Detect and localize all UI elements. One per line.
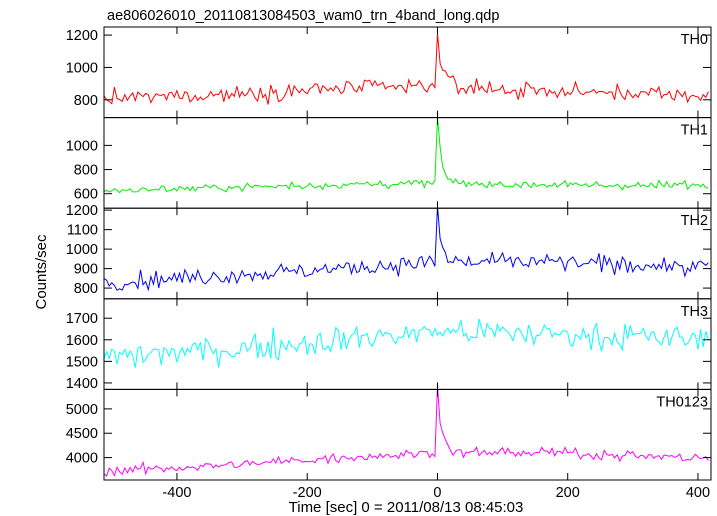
- panel-th3: 1400 1500 1600 1700 TH3: [66, 298, 712, 392]
- x-axis-label: Time [sec] 0 = 2011/08/13 08:45:03: [289, 499, 524, 516]
- y-tick-label: 1400: [66, 376, 98, 392]
- series-line-th1: [104, 117, 709, 194]
- y-tick-label: 5000: [66, 402, 98, 418]
- y-tick-label: 1100: [67, 223, 98, 239]
- x-tick-label: 0: [433, 485, 441, 501]
- panel-th0: 800 1000 1200 TH0: [66, 26, 712, 119]
- y-tick-label: 600: [74, 187, 98, 203]
- panel-label: TH0: [681, 32, 708, 48]
- y-tick-label: 1000: [66, 60, 98, 76]
- panel-frame: [103, 26, 712, 119]
- y-tick-label: 800: [74, 93, 98, 109]
- panel-frame: [103, 207, 712, 300]
- y-tick-label: 4500: [66, 426, 98, 442]
- y-tick-label: 1200: [66, 28, 98, 44]
- y-tick-label: 1000: [66, 242, 98, 258]
- y-tick-label: 4000: [66, 451, 98, 467]
- series-line-th3: [104, 318, 709, 368]
- panel-th0123: 4000 4500 5000 TH0123: [66, 388, 712, 481]
- panel-th1: 600 800 1000 TH1: [66, 117, 712, 209]
- panel-th2: 800 900 1000 1100 1200 TH2: [66, 203, 712, 300]
- panel-label: TH1: [681, 123, 708, 139]
- panel-frame: [103, 388, 712, 481]
- panels: 800 1000 1200 TH0 600 800 1000 TH1 800 900 1000 110…: [66, 26, 712, 481]
- series-line-th0123: [104, 389, 709, 477]
- y-tick-label: 800: [74, 163, 98, 179]
- y-axis-label: Counts/sec: [33, 234, 50, 310]
- x-tick-label: -400: [162, 485, 191, 501]
- y-tick-label: 900: [74, 262, 98, 278]
- y-tick-label: 1700: [66, 311, 98, 327]
- x-tick-label: 400: [686, 485, 710, 501]
- x-tick-label: 200: [556, 485, 580, 501]
- y-tick-label: 1500: [66, 354, 98, 370]
- series-line-th2: [104, 208, 709, 292]
- y-tick-label: 800: [74, 281, 98, 297]
- y-tick-label: 1200: [66, 203, 98, 219]
- x-tick-label: -200: [293, 485, 322, 501]
- x-tick-labels: -400 -200 0 200 400: [162, 485, 710, 501]
- chart-title: ae806026010_20110813084503_wam0_trn_4ban…: [107, 8, 499, 24]
- panel-label: TH3: [681, 304, 708, 320]
- y-tick-label: 1000: [66, 138, 98, 154]
- panel-label: TH2: [681, 213, 708, 229]
- series-line-th0: [104, 33, 709, 105]
- panel-label: TH0123: [656, 394, 708, 410]
- y-tick-label: 1600: [66, 333, 98, 349]
- panel-frame: [103, 117, 712, 209]
